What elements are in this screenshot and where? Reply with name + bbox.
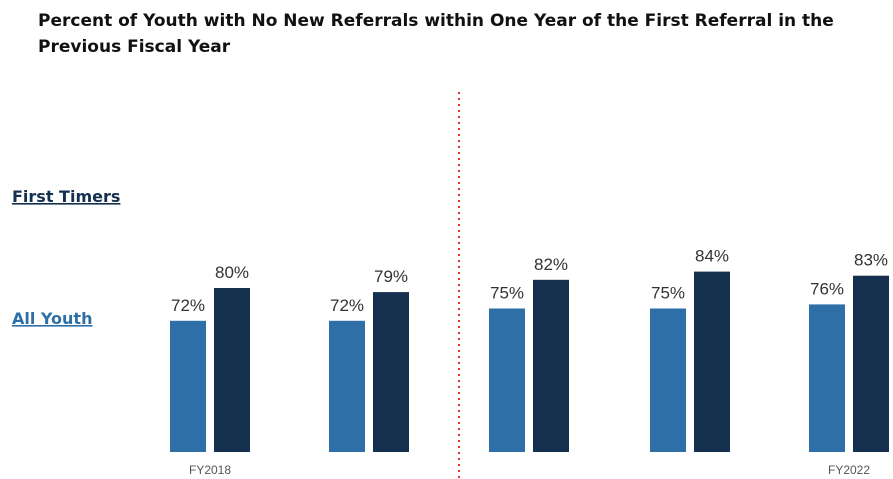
bar-first-timers — [694, 271, 730, 452]
bar-first-timers — [853, 275, 889, 452]
x-tick-label: FY2022 — [828, 463, 870, 477]
data-label: 72% — [330, 296, 364, 315]
data-label: 75% — [651, 284, 685, 303]
bar-all-youth — [809, 304, 845, 452]
chart-title: Percent of Youth with No New Referrals w… — [38, 11, 834, 57]
bar-first-timers — [373, 292, 409, 452]
bar-all-youth — [170, 320, 206, 452]
bar-all-youth — [489, 308, 525, 452]
data-label: 75% — [490, 284, 524, 303]
legend-first-timers: First Timers — [12, 187, 120, 206]
data-label: 79% — [374, 267, 408, 286]
legend-all-youth: All Youth — [12, 309, 92, 328]
data-label: 83% — [854, 251, 888, 270]
bar-all-youth — [650, 308, 686, 452]
data-label: 72% — [171, 296, 205, 315]
data-label: 80% — [215, 263, 249, 282]
data-label: 84% — [695, 247, 729, 266]
bar-all-youth — [329, 320, 365, 452]
bar-first-timers — [214, 288, 250, 452]
x-tick-label: FY2018 — [189, 463, 231, 477]
data-label: 82% — [534, 255, 568, 274]
bar-first-timers — [533, 279, 569, 452]
data-label: 76% — [810, 279, 844, 298]
